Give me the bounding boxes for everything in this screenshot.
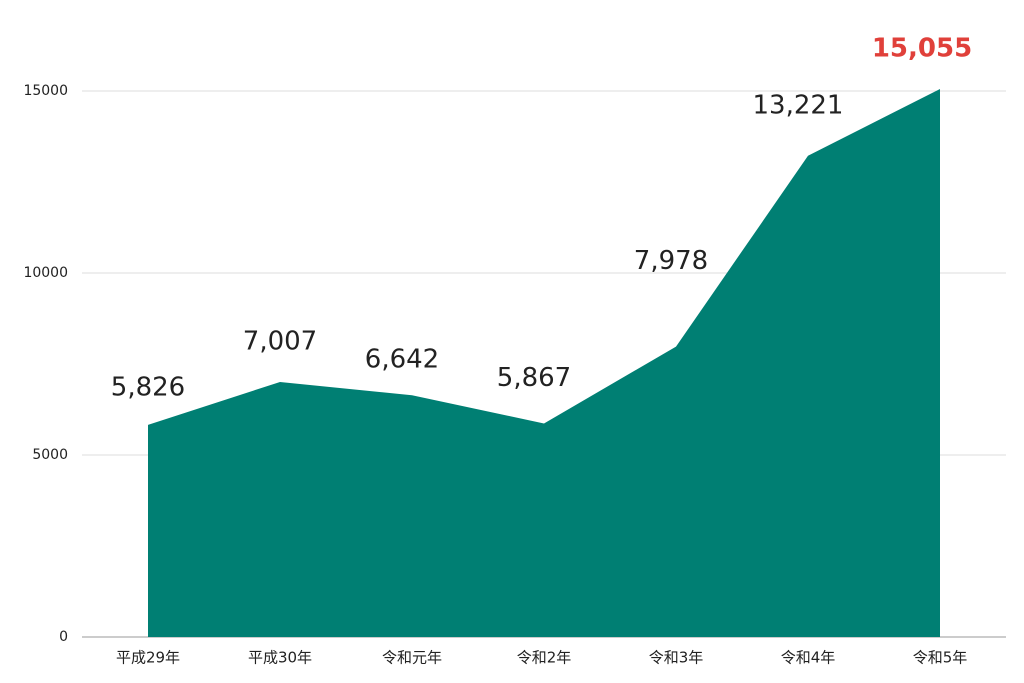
value-label: 7,007 <box>243 326 317 356</box>
value-label: 7,978 <box>634 246 708 276</box>
y-tick-label: 10000 <box>23 265 68 281</box>
x-tick-label: 令和3年 <box>649 649 704 667</box>
y-tick-label: 0 <box>59 629 68 645</box>
x-tick-label: 平成30年 <box>248 649 312 667</box>
value-label: 5,867 <box>497 363 571 393</box>
value-label: 5,826 <box>111 372 185 402</box>
x-tick-label: 令和2年 <box>517 649 572 667</box>
value-label: 15,055 <box>872 33 972 63</box>
x-tick-label: 令和元年 <box>382 649 442 667</box>
x-tick-label: 令和4年 <box>781 649 836 667</box>
area <box>148 88 940 638</box>
y-tick-label: 5000 <box>32 447 68 463</box>
value-label: 13,221 <box>753 90 844 120</box>
y-tick-label: 15000 <box>23 83 68 99</box>
x-tick-label: 平成29年 <box>116 649 180 667</box>
value-label: 6,642 <box>365 345 439 375</box>
x-tick-label: 令和5年 <box>913 649 968 667</box>
